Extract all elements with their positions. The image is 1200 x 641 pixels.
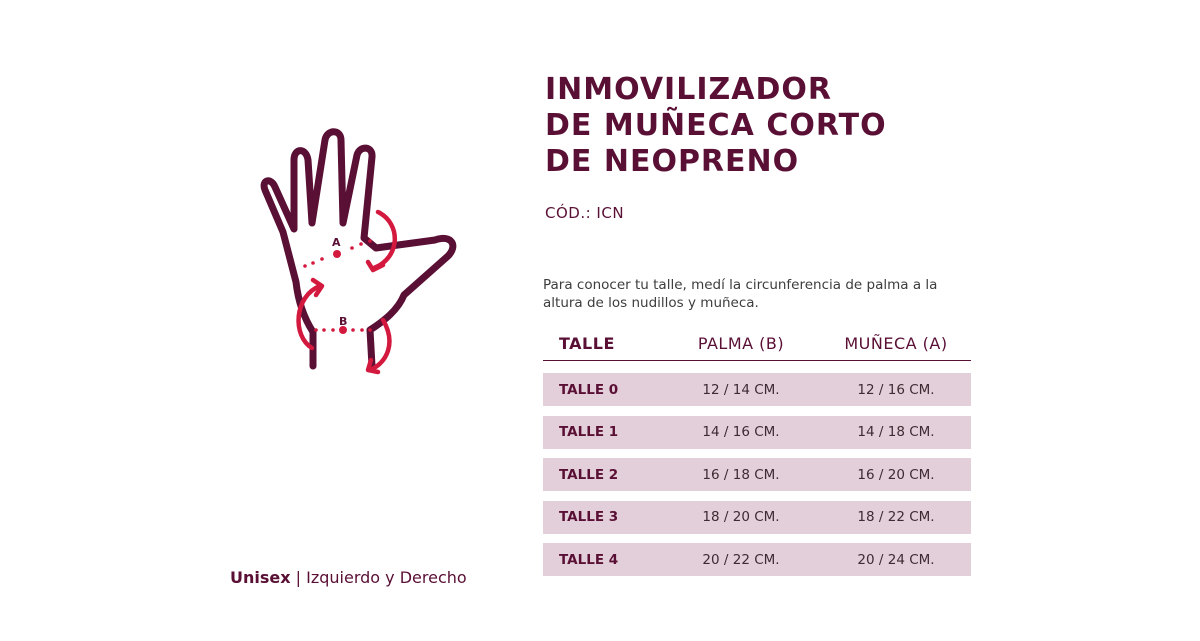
- cell-talle: TALLE 4: [559, 551, 619, 568]
- cell-muneca: 14 / 18 CM.: [857, 424, 935, 440]
- cell-palma: 18 / 20 CM.: [702, 509, 780, 525]
- wrist-measure-line: [314, 326, 372, 334]
- wrist-arrow-top-icon: [296, 283, 323, 351]
- label-a: A: [332, 236, 341, 249]
- title-line-2: DE MUÑECA CORTO: [545, 108, 887, 143]
- cell-muneca: 12 / 16 CM.: [857, 381, 935, 398]
- header-muneca: MUÑECA (A): [844, 333, 948, 353]
- table-row: TALLE 0 12 / 14 CM. 12 / 16 CM.: [543, 373, 971, 406]
- side-label: Izquierdo y Derecho: [306, 568, 467, 587]
- title-line-3: DE NEOPRENO: [545, 144, 800, 179]
- palm-measure-line: [303, 239, 372, 268]
- hand-outline: [260, 128, 457, 370]
- cell-palma: 20 / 22 CM.: [702, 551, 780, 568]
- title-line-1: INMOVILIZADOR: [545, 72, 832, 107]
- separator: |: [295, 568, 302, 587]
- cell-talle: TALLE 2: [559, 466, 619, 483]
- cell-talle: TALLE 3: [559, 509, 619, 525]
- size-table: TALLE PALMA (B) MUÑECA (A) TALLE 0 12 / …: [543, 326, 971, 586]
- cell-muneca: 18 / 22 CM.: [857, 509, 935, 525]
- cell-talle: TALLE 0: [559, 381, 619, 398]
- wrist-arrow-bottom-icon: [367, 317, 392, 373]
- cell-palma: 12 / 14 CM.: [702, 381, 780, 398]
- table-row: TALLE 1 14 / 16 CM. 14 / 18 CM.: [543, 415, 971, 449]
- measurement-instructions: Para conocer tu talle, medí la circunfer…: [543, 277, 938, 311]
- table-row: TALLE 3 18 / 20 CM. 18 / 22 CM.: [543, 500, 971, 534]
- hand-measurement-illustration: A B: [260, 128, 457, 375]
- palm-arrow-icon: [371, 209, 397, 271]
- header-talle: TALLE: [559, 333, 615, 353]
- size-table-header: TALLE PALMA (B) MUÑECA (A): [543, 326, 971, 361]
- table-row: TALLE 4 20 / 22 CM. 20 / 24 CM.: [543, 543, 971, 576]
- product-title: INMOVILIZADOR DE MUÑECA CORTO DE NEOPREN…: [545, 72, 887, 180]
- table-row: TALLE 2 16 / 18 CM. 16 / 20 CM.: [543, 458, 971, 491]
- cell-palma: 16 / 18 CM.: [702, 466, 780, 483]
- unisex-label: Unisex: [230, 568, 291, 587]
- usage-note: Unisex | Izquierdo y Derecho: [230, 568, 467, 587]
- product-code: CÓD.: ICN: [545, 204, 625, 222]
- label-b: B: [339, 315, 347, 328]
- cell-muneca: 20 / 24 CM.: [857, 551, 935, 568]
- header-palma: PALMA (B): [697, 333, 785, 353]
- cell-talle: TALLE 1: [559, 424, 619, 440]
- cell-muneca: 16 / 20 CM.: [857, 466, 935, 483]
- cell-palma: 14 / 16 CM.: [702, 424, 780, 440]
